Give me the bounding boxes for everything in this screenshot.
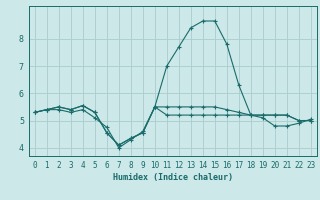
X-axis label: Humidex (Indice chaleur): Humidex (Indice chaleur)	[113, 173, 233, 182]
